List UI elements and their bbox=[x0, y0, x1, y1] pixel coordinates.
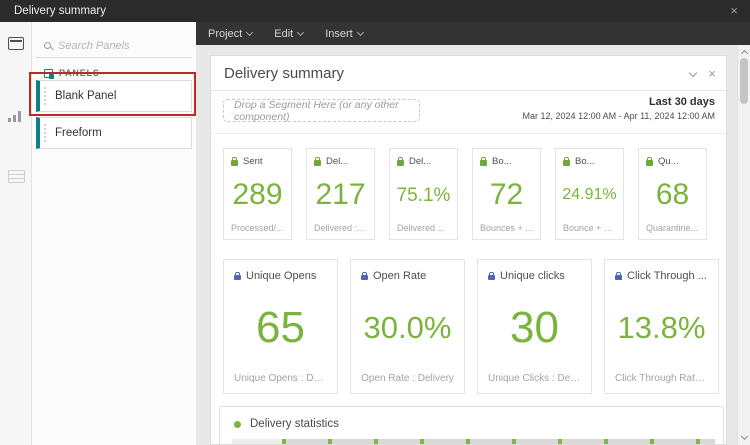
menu-insert[interactable]: Insert bbox=[325, 27, 364, 40]
window-titlebar: Delivery summary × bbox=[0, 0, 750, 22]
kpi-value: 72 bbox=[489, 178, 524, 211]
sidebar-item-label: Freeform bbox=[55, 127, 102, 139]
kpi-card-open-rate[interactable]: Open Rate 30.0% Open Rate : Delivery bbox=[350, 259, 465, 394]
vertical-scrollbar[interactable] bbox=[737, 45, 750, 445]
kpi-subtitle: Unique Opens : Delivery bbox=[234, 373, 327, 384]
lock-icon bbox=[361, 272, 368, 281]
chevron-down-icon bbox=[246, 28, 254, 36]
menubar: Project Edit Insert bbox=[196, 22, 750, 45]
sidebar-item-freeform[interactable]: Freeform bbox=[36, 117, 192, 149]
drag-handle-icon bbox=[44, 87, 46, 105]
kpi-value: 217 bbox=[315, 178, 366, 211]
kpi-title: Open Rate bbox=[373, 270, 427, 282]
search-row bbox=[36, 34, 192, 58]
search-icon bbox=[44, 42, 51, 49]
panels-section-header: PANELS bbox=[44, 68, 100, 79]
kpi-card-unique-clicks[interactable]: Unique clicks 30 Unique Clicks : Deliver… bbox=[477, 259, 592, 394]
lock-icon bbox=[646, 157, 653, 166]
kpi-card-bounce-rate[interactable]: Bo... 24.91% Bounce + E... bbox=[555, 148, 624, 240]
kpi-title: Unique clicks bbox=[500, 270, 565, 282]
delivery-summary-panel: Delivery summary × Drop a Segment Here (… bbox=[210, 55, 727, 445]
kpi-value: 30 bbox=[510, 302, 559, 352]
kpi-value: 13.8% bbox=[617, 310, 706, 345]
stats-section-title: Delivery statistics bbox=[250, 418, 339, 430]
menu-edit-label: Edit bbox=[274, 27, 294, 40]
collapse-panel-icon[interactable] bbox=[689, 68, 698, 77]
scroll-up-icon[interactable] bbox=[740, 49, 749, 58]
kpi-subtitle: Bounce + E... bbox=[563, 223, 616, 233]
kpi-card-sent[interactable]: Sent 289 Processed/... bbox=[223, 148, 292, 240]
kpi-title: Bo... bbox=[492, 156, 512, 167]
kpi-title: Del... bbox=[326, 156, 349, 167]
kpi-subtitle: Delivered ... bbox=[397, 223, 446, 233]
lock-icon bbox=[615, 272, 622, 281]
lock-icon bbox=[488, 272, 495, 281]
visualizations-rail-icon[interactable] bbox=[8, 110, 24, 122]
kpi-subtitle: Bounces + ... bbox=[480, 223, 533, 233]
lock-icon bbox=[234, 272, 241, 281]
chevron-down-icon bbox=[356, 28, 364, 36]
date-range-detail: Mar 12, 2024 12:00 AM - Apr 11, 2024 12:… bbox=[522, 111, 715, 121]
segment-dropzone[interactable]: Drop a Segment Here (or any other compon… bbox=[223, 99, 420, 123]
scrollbar-thumb[interactable] bbox=[740, 58, 748, 104]
chevron-down-icon bbox=[297, 28, 305, 36]
kpi-title: Bo... bbox=[575, 156, 595, 167]
lock-icon bbox=[314, 157, 321, 166]
panel-subheader: Drop a Segment Here (or any other compon… bbox=[211, 91, 726, 134]
menu-project-label: Project bbox=[208, 27, 243, 40]
window-close-icon[interactable]: × bbox=[730, 3, 738, 18]
scroll-down-icon[interactable] bbox=[740, 432, 749, 441]
sidebar-item-blank-panel[interactable]: Blank Panel bbox=[36, 80, 192, 112]
menu-insert-label: Insert bbox=[325, 27, 353, 40]
kpi-value: 65 bbox=[256, 302, 305, 352]
delivery-statistics-section: Delivery statistics bbox=[219, 406, 724, 444]
components-rail-icon[interactable] bbox=[8, 170, 25, 183]
kpi-value: 289 bbox=[232, 178, 283, 211]
kpi-title: Sent bbox=[243, 156, 263, 167]
kpi-title: Qu... bbox=[658, 156, 679, 167]
panels-rail-icon[interactable] bbox=[8, 37, 24, 50]
panels-icon bbox=[44, 68, 54, 79]
kpi-subtitle: Delivered : ... bbox=[314, 223, 367, 233]
kpi-card-unique-opens[interactable]: Unique Opens 65 Unique Opens : Delivery bbox=[223, 259, 338, 394]
panel-title: Delivery summary bbox=[224, 65, 345, 82]
lock-icon bbox=[231, 157, 238, 166]
kpi-value: 75.1% bbox=[396, 184, 451, 206]
kpi-card-delivered[interactable]: Del... 217 Delivered : ... bbox=[306, 148, 375, 240]
kpi-value: 24.91% bbox=[562, 186, 617, 203]
drag-handle-icon bbox=[44, 124, 46, 142]
kpi-card-bounces[interactable]: Bo... 72 Bounces + ... bbox=[472, 148, 541, 240]
kpi-subtitle: Unique Clicks : Delivery bbox=[488, 373, 581, 384]
kpi-title: Unique Opens bbox=[246, 270, 317, 282]
menu-edit[interactable]: Edit bbox=[274, 27, 305, 40]
kpi-value: 68 bbox=[655, 178, 690, 211]
kpi-subtitle: Processed/... bbox=[231, 223, 284, 233]
menu-project[interactable]: Project bbox=[208, 27, 254, 40]
close-panel-icon[interactable]: × bbox=[708, 66, 716, 81]
kpi-value: 30.0% bbox=[363, 310, 452, 345]
lock-icon bbox=[480, 157, 487, 166]
kpi-card-quarantine[interactable]: Qu... 68 Quarantine... bbox=[638, 148, 707, 240]
kpi-title: Click Through ... bbox=[627, 270, 707, 282]
panel-header: Delivery summary × bbox=[211, 56, 726, 91]
panels-section-label: PANELS bbox=[59, 68, 100, 78]
lock-icon bbox=[397, 157, 404, 166]
lock-icon bbox=[563, 157, 570, 166]
sidebar-item-label: Blank Panel bbox=[55, 90, 117, 102]
kpi-subtitle: Click Through Rate : D... bbox=[615, 373, 708, 384]
bullet-icon bbox=[234, 420, 241, 428]
kpi-card-click-through[interactable]: Click Through ... 13.8% Click Through Ra… bbox=[604, 259, 719, 394]
kpi-card-delivery-rate[interactable]: Del... 75.1% Delivered ... bbox=[389, 148, 458, 240]
search-panels-input[interactable] bbox=[58, 39, 178, 52]
kpi-subtitle: Open Rate : Delivery bbox=[361, 373, 454, 384]
date-range-label: Last 30 days bbox=[648, 96, 715, 108]
date-range-picker[interactable]: Last 30 days Mar 12, 2024 12:00 AM - Apr… bbox=[523, 96, 715, 121]
stats-table-header[interactable] bbox=[232, 439, 715, 444]
left-rail bbox=[0, 22, 32, 445]
kpi-title: Del... bbox=[409, 156, 432, 167]
window-title: Delivery summary bbox=[14, 5, 107, 17]
panels-sidebar: PANELS Blank Panel Freeform bbox=[32, 22, 196, 445]
kpi-subtitle: Quarantine... bbox=[646, 223, 699, 233]
